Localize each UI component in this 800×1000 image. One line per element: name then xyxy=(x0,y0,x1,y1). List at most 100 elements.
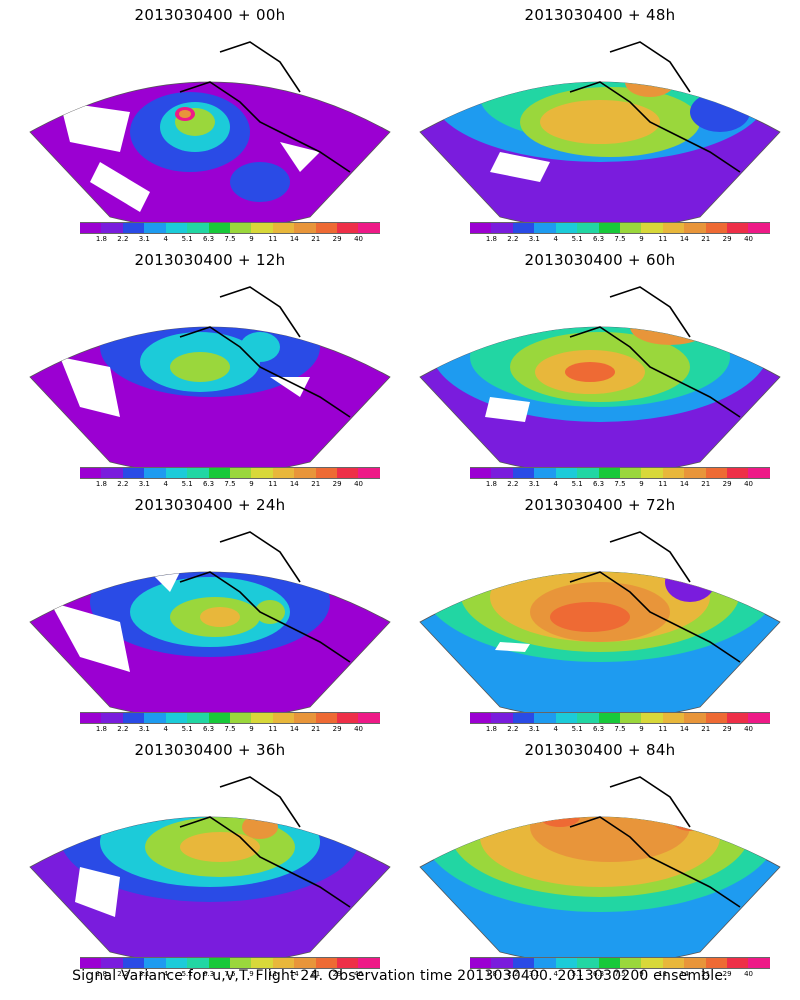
legend-swatch xyxy=(684,713,706,723)
legend-tick: 5.1 xyxy=(181,725,193,733)
legend-swatch xyxy=(491,223,513,233)
legend-swatch xyxy=(315,223,338,233)
legend-tick: 21 xyxy=(701,480,711,488)
map-panel-84h: 2013030400 + 84h 1.8 2.2 3.1 4 5.1 6.3 7.5 9 11 1… xyxy=(410,735,790,980)
legend-swatch xyxy=(358,223,380,233)
map-panel-00h: 2013030400 + 00h 1.8 2.2 3.1 4 5.1 6.3 7.5 9 11 1… xyxy=(20,0,400,245)
legend-tick: 11 xyxy=(268,480,278,488)
legend-swatch xyxy=(122,468,145,478)
legend-swatch xyxy=(144,713,166,723)
legend-swatch xyxy=(229,468,252,478)
legend-swatch xyxy=(470,468,492,478)
legend-swatch xyxy=(619,958,642,968)
map-panel-12h: 2013030400 + 12h 1.8 2.2 3.1 4 5.1 6.3 7.5 9 11 1… xyxy=(20,245,400,490)
legend-swatch xyxy=(534,713,556,723)
panel-title: 2013030400 + 24h xyxy=(134,496,286,514)
legend-swatch xyxy=(727,223,749,233)
legend-swatch xyxy=(684,468,706,478)
legend-tick: 3.1 xyxy=(528,235,540,243)
legend-tick: 7.5 xyxy=(614,970,626,978)
legend-swatch xyxy=(512,713,535,723)
legend-tick: 21 xyxy=(701,970,711,978)
legend-tick: 6.3 xyxy=(592,235,605,243)
legend-swatch xyxy=(101,468,123,478)
legend-tick: 1.8 xyxy=(95,235,107,243)
legend-swatch xyxy=(358,958,380,968)
legend-swatch xyxy=(470,223,492,233)
legend-tick: 14 xyxy=(289,970,299,978)
legend-tick: 1.8 xyxy=(485,480,497,488)
legend-ticks: 1.8 2.2 3.1 4 5.1 6.3 7.5 9 11 14 21 29 40 xyxy=(470,725,770,735)
legend-swatch xyxy=(641,223,663,233)
legend-swatch xyxy=(272,958,295,968)
legend-swatch xyxy=(101,958,123,968)
legend-swatch xyxy=(315,468,338,478)
legend-swatch xyxy=(748,713,770,723)
legend-tick: 5.1 xyxy=(181,235,193,243)
variance-map xyxy=(29,41,391,222)
legend-tick: 4 xyxy=(163,235,168,243)
legend-tick: 3.1 xyxy=(528,480,540,488)
legend-swatch xyxy=(705,223,728,233)
legend-tick: 3.1 xyxy=(138,480,150,488)
legend-swatch xyxy=(187,468,209,478)
legend-tick: 6.3 xyxy=(592,725,605,733)
legend-swatch xyxy=(358,468,380,478)
legend-tick: 2.2 xyxy=(117,725,129,733)
legend-tick: 11 xyxy=(268,725,278,733)
panel-title: 2013030400 + 36h xyxy=(134,741,286,759)
legend-tick: 7.5 xyxy=(614,235,626,243)
legend-tick: 21 xyxy=(311,970,321,978)
legend-swatch xyxy=(555,958,578,968)
legend-swatch xyxy=(229,223,252,233)
legend-swatch xyxy=(208,713,230,723)
legend-swatch xyxy=(577,223,599,233)
legend-tick: 5.1 xyxy=(571,725,583,733)
legend-tick: 2.2 xyxy=(507,480,519,488)
legend-tick: 5.1 xyxy=(571,970,583,978)
legend-tick: 11 xyxy=(658,235,668,243)
legend-tick: 3.1 xyxy=(138,725,150,733)
panel-title: 2013030400 + 84h xyxy=(524,741,676,759)
legend-tick: 11 xyxy=(658,480,668,488)
legend-swatch xyxy=(534,468,556,478)
legend-tick: 4 xyxy=(163,725,168,733)
legend-tick: 1.8 xyxy=(485,235,497,243)
legend-tick: 14 xyxy=(679,970,689,978)
legend-swatch xyxy=(512,958,535,968)
legend-tick: 14 xyxy=(679,235,689,243)
legend-swatch xyxy=(144,223,166,233)
legend-swatch xyxy=(748,223,770,233)
legend-swatch xyxy=(684,958,706,968)
legend-swatch xyxy=(101,713,123,723)
variance-map xyxy=(29,286,391,467)
legend-tick: 11 xyxy=(658,970,668,978)
legend-ticks: 1.8 2.2 3.1 4 5.1 6.3 7.5 9 11 14 21 29 40 xyxy=(470,970,770,980)
legend-tick: 3.1 xyxy=(528,725,540,733)
legend-swatch xyxy=(470,958,492,968)
map-panel-72h: 2013030400 + 72h 1.8 2.2 3.1 4 5.1 6.3 7.5 9 11 1… xyxy=(410,490,790,735)
legend-colorbar xyxy=(80,222,380,234)
legend-tick: 7.5 xyxy=(224,480,236,488)
legend-tick: 4 xyxy=(553,480,558,488)
legend-swatch xyxy=(229,958,252,968)
legend-tick: 14 xyxy=(679,480,689,488)
legend-swatch xyxy=(187,713,209,723)
legend-swatch xyxy=(272,713,295,723)
variance-map xyxy=(419,41,781,222)
legend-tick: 2.2 xyxy=(507,725,519,733)
legend-colorbar xyxy=(470,712,770,724)
legend-swatch xyxy=(641,958,663,968)
legend-swatch xyxy=(187,223,209,233)
legend-swatch xyxy=(470,713,492,723)
legend-colorbar xyxy=(470,222,770,234)
legend-tick: 6.3 xyxy=(202,725,215,733)
legend-swatch xyxy=(534,958,556,968)
legend-tick: 5.1 xyxy=(571,235,583,243)
legend-tick: 5.1 xyxy=(181,480,193,488)
legend-swatch xyxy=(294,713,316,723)
legend-tick: 14 xyxy=(289,480,299,488)
legend-swatch xyxy=(577,468,599,478)
legend-tick: 2.2 xyxy=(117,480,129,488)
legend-swatch xyxy=(619,713,642,723)
